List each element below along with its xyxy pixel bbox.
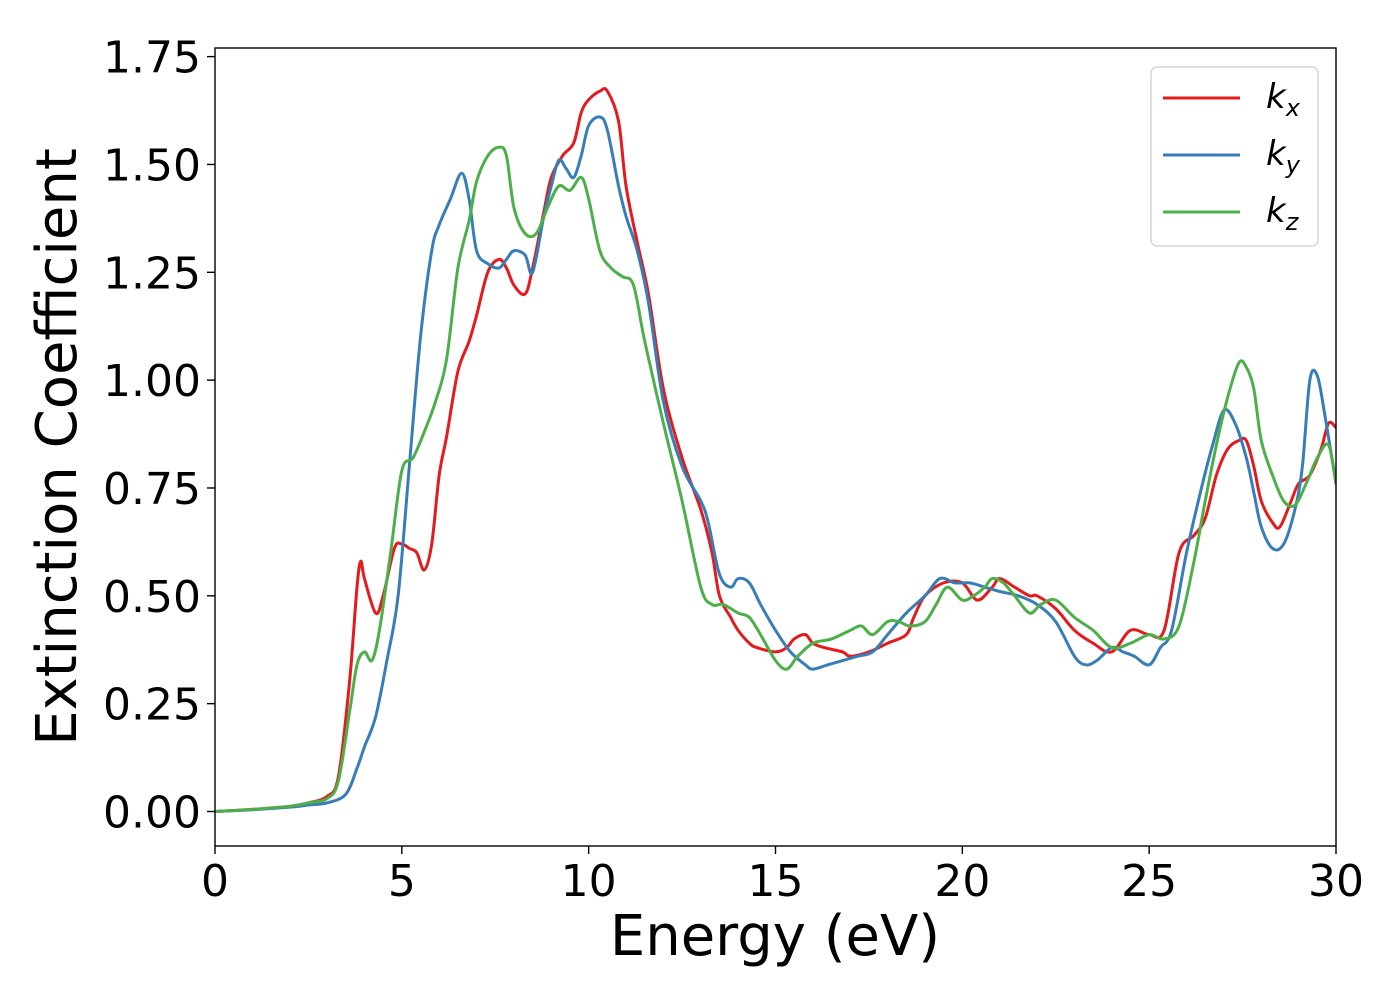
x-tick-label: 30	[1308, 856, 1364, 907]
x-tick-label: 10	[561, 856, 617, 907]
y-tick-label: 1.25	[103, 248, 201, 299]
y-tick-label: 1.00	[103, 356, 201, 407]
y-tick-label: 0.50	[103, 572, 201, 623]
series-line-k-z	[215, 147, 1336, 811]
x-tick-label: 15	[748, 856, 804, 907]
x-axis: 0 5 10 15 20 25 30	[201, 846, 1364, 907]
x-tick-label: 20	[934, 856, 990, 907]
y-tick-label: 1.75	[103, 33, 201, 84]
x-tick-label: 0	[201, 856, 229, 907]
x-tick-label: 25	[1121, 856, 1177, 907]
y-tick-label: 1.50	[103, 140, 201, 191]
y-axis: 0.00 0.25 0.50 0.75 1.00 1.25 1.50 1.75	[103, 33, 215, 839]
y-tick-label: 0.75	[103, 464, 201, 515]
y-tick-label: 0.25	[103, 680, 201, 731]
y-axis-label: Extinction Coefficient	[25, 148, 90, 746]
y-tick-label: 0.00	[103, 787, 201, 838]
x-axis-label: Energy (eV)	[610, 904, 940, 969]
x-tick-label: 5	[388, 856, 416, 907]
